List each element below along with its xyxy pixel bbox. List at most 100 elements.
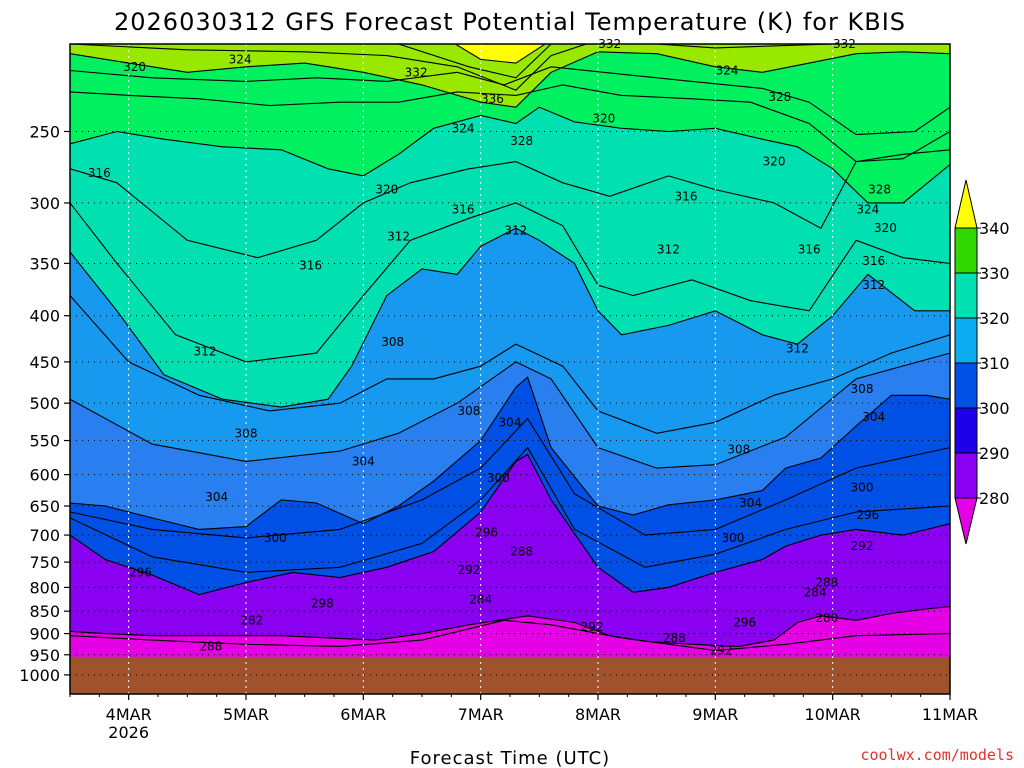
theta-contour-lines bbox=[70, 44, 950, 652]
contour-label-316: 316 bbox=[299, 259, 322, 273]
colorbar-label-330: 330 bbox=[979, 264, 1010, 283]
colorbar-label-340: 340 bbox=[979, 219, 1010, 238]
contour-label-296: 296 bbox=[856, 508, 879, 522]
y-tick-label-900: 900 bbox=[29, 625, 60, 644]
colorbar-label-290: 290 bbox=[979, 444, 1010, 463]
contour-label-298: 298 bbox=[311, 596, 334, 610]
x-tick-label-10MAR: 10MAR bbox=[805, 705, 861, 724]
x-tick-label-5MAR: 5MAR bbox=[223, 705, 269, 724]
contour-label-312: 312 bbox=[193, 344, 216, 358]
contour-label-320: 320 bbox=[375, 183, 398, 197]
contour-label-304: 304 bbox=[739, 496, 762, 510]
y-tick-label-600: 600 bbox=[29, 466, 60, 485]
contour-label-316: 316 bbox=[798, 243, 821, 257]
y-tick-label-750: 750 bbox=[29, 553, 60, 572]
theta-contour-312 bbox=[70, 202, 950, 363]
theta-contour-324 bbox=[70, 84, 950, 163]
contour-label-292: 292 bbox=[710, 644, 733, 658]
contour-label-296: 296 bbox=[475, 525, 498, 539]
contour-label-304: 304 bbox=[862, 410, 885, 424]
contour-label-316: 316 bbox=[88, 166, 111, 180]
y-tick-label-650: 650 bbox=[29, 497, 60, 516]
contour-label-308: 308 bbox=[457, 404, 480, 418]
contour-label-324: 324 bbox=[229, 52, 252, 66]
contour-label-284: 284 bbox=[804, 585, 827, 599]
contour-label-292: 292 bbox=[581, 620, 604, 634]
contour-label-308: 308 bbox=[381, 335, 404, 349]
theta-contour-288 bbox=[70, 619, 950, 652]
contour-label-312: 312 bbox=[657, 243, 680, 257]
y-tick-label-400: 400 bbox=[29, 307, 60, 326]
colorbar-label-280: 280 bbox=[979, 489, 1010, 508]
contour-label-312: 312 bbox=[504, 224, 527, 238]
contour-label-316: 316 bbox=[862, 254, 885, 268]
colorbar-segment-310 bbox=[954, 317, 978, 364]
contour-label-304: 304 bbox=[499, 415, 522, 429]
contour-label-328: 328 bbox=[768, 90, 791, 104]
contour-label-324: 324 bbox=[452, 121, 475, 135]
contour-label-320: 320 bbox=[592, 112, 615, 126]
contour-label-304: 304 bbox=[352, 454, 375, 468]
theta-contour-290 bbox=[70, 453, 950, 596]
contour-label-296: 296 bbox=[733, 616, 756, 630]
colorbar-segment-300 bbox=[954, 362, 978, 409]
x-tick-label-11MAR: 11MAR bbox=[922, 705, 978, 724]
contour-label-288: 288 bbox=[815, 575, 838, 589]
y-tick-label-500: 500 bbox=[29, 394, 60, 413]
colorbar-segment-330 bbox=[954, 227, 978, 274]
theta-band-top-320 bbox=[70, 44, 950, 203]
y-tick-label-1000: 1000 bbox=[19, 666, 60, 685]
contour-label-296: 296 bbox=[129, 565, 152, 579]
colorbar: 280 290 300 310 320 330 340 bbox=[954, 179, 1010, 545]
contour-label-292: 292 bbox=[851, 539, 874, 553]
x-tick-label-8MAR: 8MAR bbox=[575, 705, 621, 724]
contour-label-312: 312 bbox=[786, 342, 809, 356]
contour-label-308: 308 bbox=[727, 443, 750, 457]
contour-label-308: 308 bbox=[235, 426, 258, 440]
theta-contour-300 bbox=[70, 376, 950, 530]
x-axis-label: Forecast Time (UTC) bbox=[410, 748, 610, 768]
contour-label-332: 332 bbox=[405, 65, 428, 79]
contour-label-300: 300 bbox=[851, 480, 874, 494]
contour-label-324: 324 bbox=[856, 202, 879, 216]
terrain-fill bbox=[70, 656, 950, 694]
contour-label-328: 328 bbox=[510, 134, 533, 148]
y-tick-label-950: 950 bbox=[29, 646, 60, 665]
colorbar-min-arrow bbox=[954, 497, 978, 545]
contour-label-308: 308 bbox=[851, 382, 874, 396]
contour-label-288: 288 bbox=[510, 545, 533, 559]
y-tick-label-300: 300 bbox=[29, 194, 60, 213]
x-tick-label-7MAR: 7MAR bbox=[458, 705, 504, 724]
theta-contour-330 bbox=[70, 51, 950, 108]
x-tick-label-4MAR: 4MAR bbox=[106, 705, 152, 724]
colorbar-label-310: 310 bbox=[979, 354, 1010, 373]
credit-link[interactable]: coolwx.com/models bbox=[860, 746, 1014, 764]
contour-label-300: 300 bbox=[264, 531, 287, 545]
theta-contour-328 bbox=[70, 66, 950, 136]
x-tick-label-6MAR: 6MAR bbox=[340, 705, 386, 724]
y-tick-label-800: 800 bbox=[29, 578, 60, 597]
theta-contour-320 bbox=[70, 106, 950, 204]
theta-contour-332 bbox=[70, 44, 950, 91]
chart-title: 2026030312 GFS Forecast Potential Temper… bbox=[114, 8, 906, 36]
contour-label-320: 320 bbox=[123, 60, 146, 74]
contour-label-300: 300 bbox=[721, 531, 744, 545]
colorbar-max-arrow bbox=[954, 179, 978, 229]
contour-label-312: 312 bbox=[387, 230, 410, 244]
x-tick-sub-4MAR: 2026 bbox=[108, 723, 149, 742]
contour-label-316: 316 bbox=[452, 202, 475, 216]
colorbar-segment-280 bbox=[954, 452, 978, 499]
y-tick-label-700: 700 bbox=[29, 526, 60, 545]
contour-label-288: 288 bbox=[199, 639, 222, 653]
contour-label-288: 288 bbox=[663, 631, 686, 645]
contour-label-320: 320 bbox=[763, 155, 786, 169]
theta-contour-280 bbox=[70, 605, 950, 647]
x-tick-label-9MAR: 9MAR bbox=[692, 705, 738, 724]
y-tick-label-450: 450 bbox=[29, 353, 60, 372]
theta-band-top-330 bbox=[70, 44, 950, 108]
theta-contour-304 bbox=[70, 352, 950, 469]
theta-contour-336 bbox=[391, 44, 555, 79]
y-tick-label-250: 250 bbox=[29, 122, 60, 141]
